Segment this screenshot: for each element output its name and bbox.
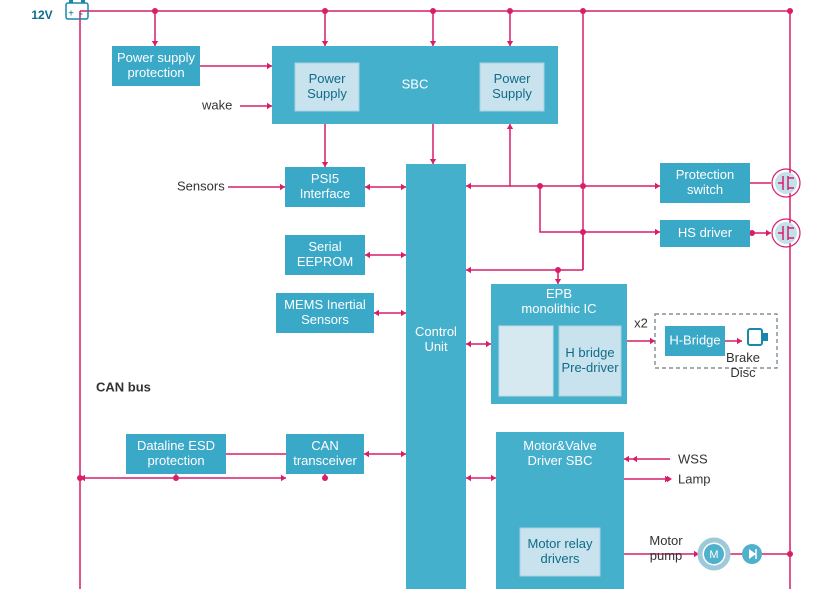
svg-text:Power: Power (494, 71, 532, 86)
svg-text:WSS: WSS (678, 451, 708, 466)
svg-text:x2: x2 (634, 315, 648, 330)
svg-text:transceiver: transceiver (293, 453, 357, 468)
svg-text:MEMS Inertial: MEMS Inertial (284, 297, 366, 312)
svg-text:EPB: EPB (546, 286, 572, 301)
svg-text:Unit: Unit (424, 339, 448, 354)
svg-text:monolithic IC: monolithic IC (521, 301, 596, 316)
svg-text:Driver SBC: Driver SBC (527, 453, 592, 468)
svg-text:Interface: Interface (300, 186, 351, 201)
svg-text:EEPROM: EEPROM (297, 254, 353, 269)
svg-text:Sensors: Sensors (301, 312, 349, 327)
svg-text:+: + (68, 9, 74, 20)
svg-text:H bridge: H bridge (565, 345, 614, 360)
svg-text:Brake: Brake (726, 350, 760, 365)
svg-text:PSI5: PSI5 (311, 171, 339, 186)
svg-text:Power: Power (309, 71, 347, 86)
svg-text:pump: pump (650, 548, 683, 563)
svg-text:Protection: Protection (676, 167, 735, 182)
svg-text:protection: protection (127, 65, 184, 80)
svg-text:Supply: Supply (492, 86, 532, 101)
svg-text:CAN bus: CAN bus (96, 379, 151, 394)
svg-text:protection: protection (147, 453, 204, 468)
svg-text:M: M (709, 549, 718, 561)
svg-text:Serial: Serial (308, 239, 341, 254)
svg-text:Motor relay: Motor relay (527, 536, 593, 551)
svg-text:CAN: CAN (311, 438, 338, 453)
svg-text:Power supply: Power supply (117, 50, 196, 65)
svg-text:-: - (79, 6, 83, 20)
svg-text:HS driver: HS driver (678, 225, 733, 240)
svg-text:Motor: Motor (649, 533, 683, 548)
svg-text:Lamp: Lamp (678, 471, 711, 486)
svg-text:12V: 12V (31, 8, 52, 22)
svg-text:SBC: SBC (402, 76, 429, 91)
svg-text:Dataline ESD: Dataline ESD (137, 438, 215, 453)
svg-text:H-Bridge: H-Bridge (669, 332, 720, 347)
svg-text:Pre-driver: Pre-driver (561, 360, 619, 375)
svg-text:Supply: Supply (307, 86, 347, 101)
svg-text:Disc: Disc (730, 365, 756, 380)
svg-text:Control: Control (415, 324, 457, 339)
svg-text:Motor&Valve: Motor&Valve (523, 438, 596, 453)
svg-text:switch: switch (687, 182, 723, 197)
svg-text:Sensors: Sensors (177, 178, 225, 193)
svg-text:drivers: drivers (540, 551, 580, 566)
svg-text:wake: wake (201, 97, 232, 112)
